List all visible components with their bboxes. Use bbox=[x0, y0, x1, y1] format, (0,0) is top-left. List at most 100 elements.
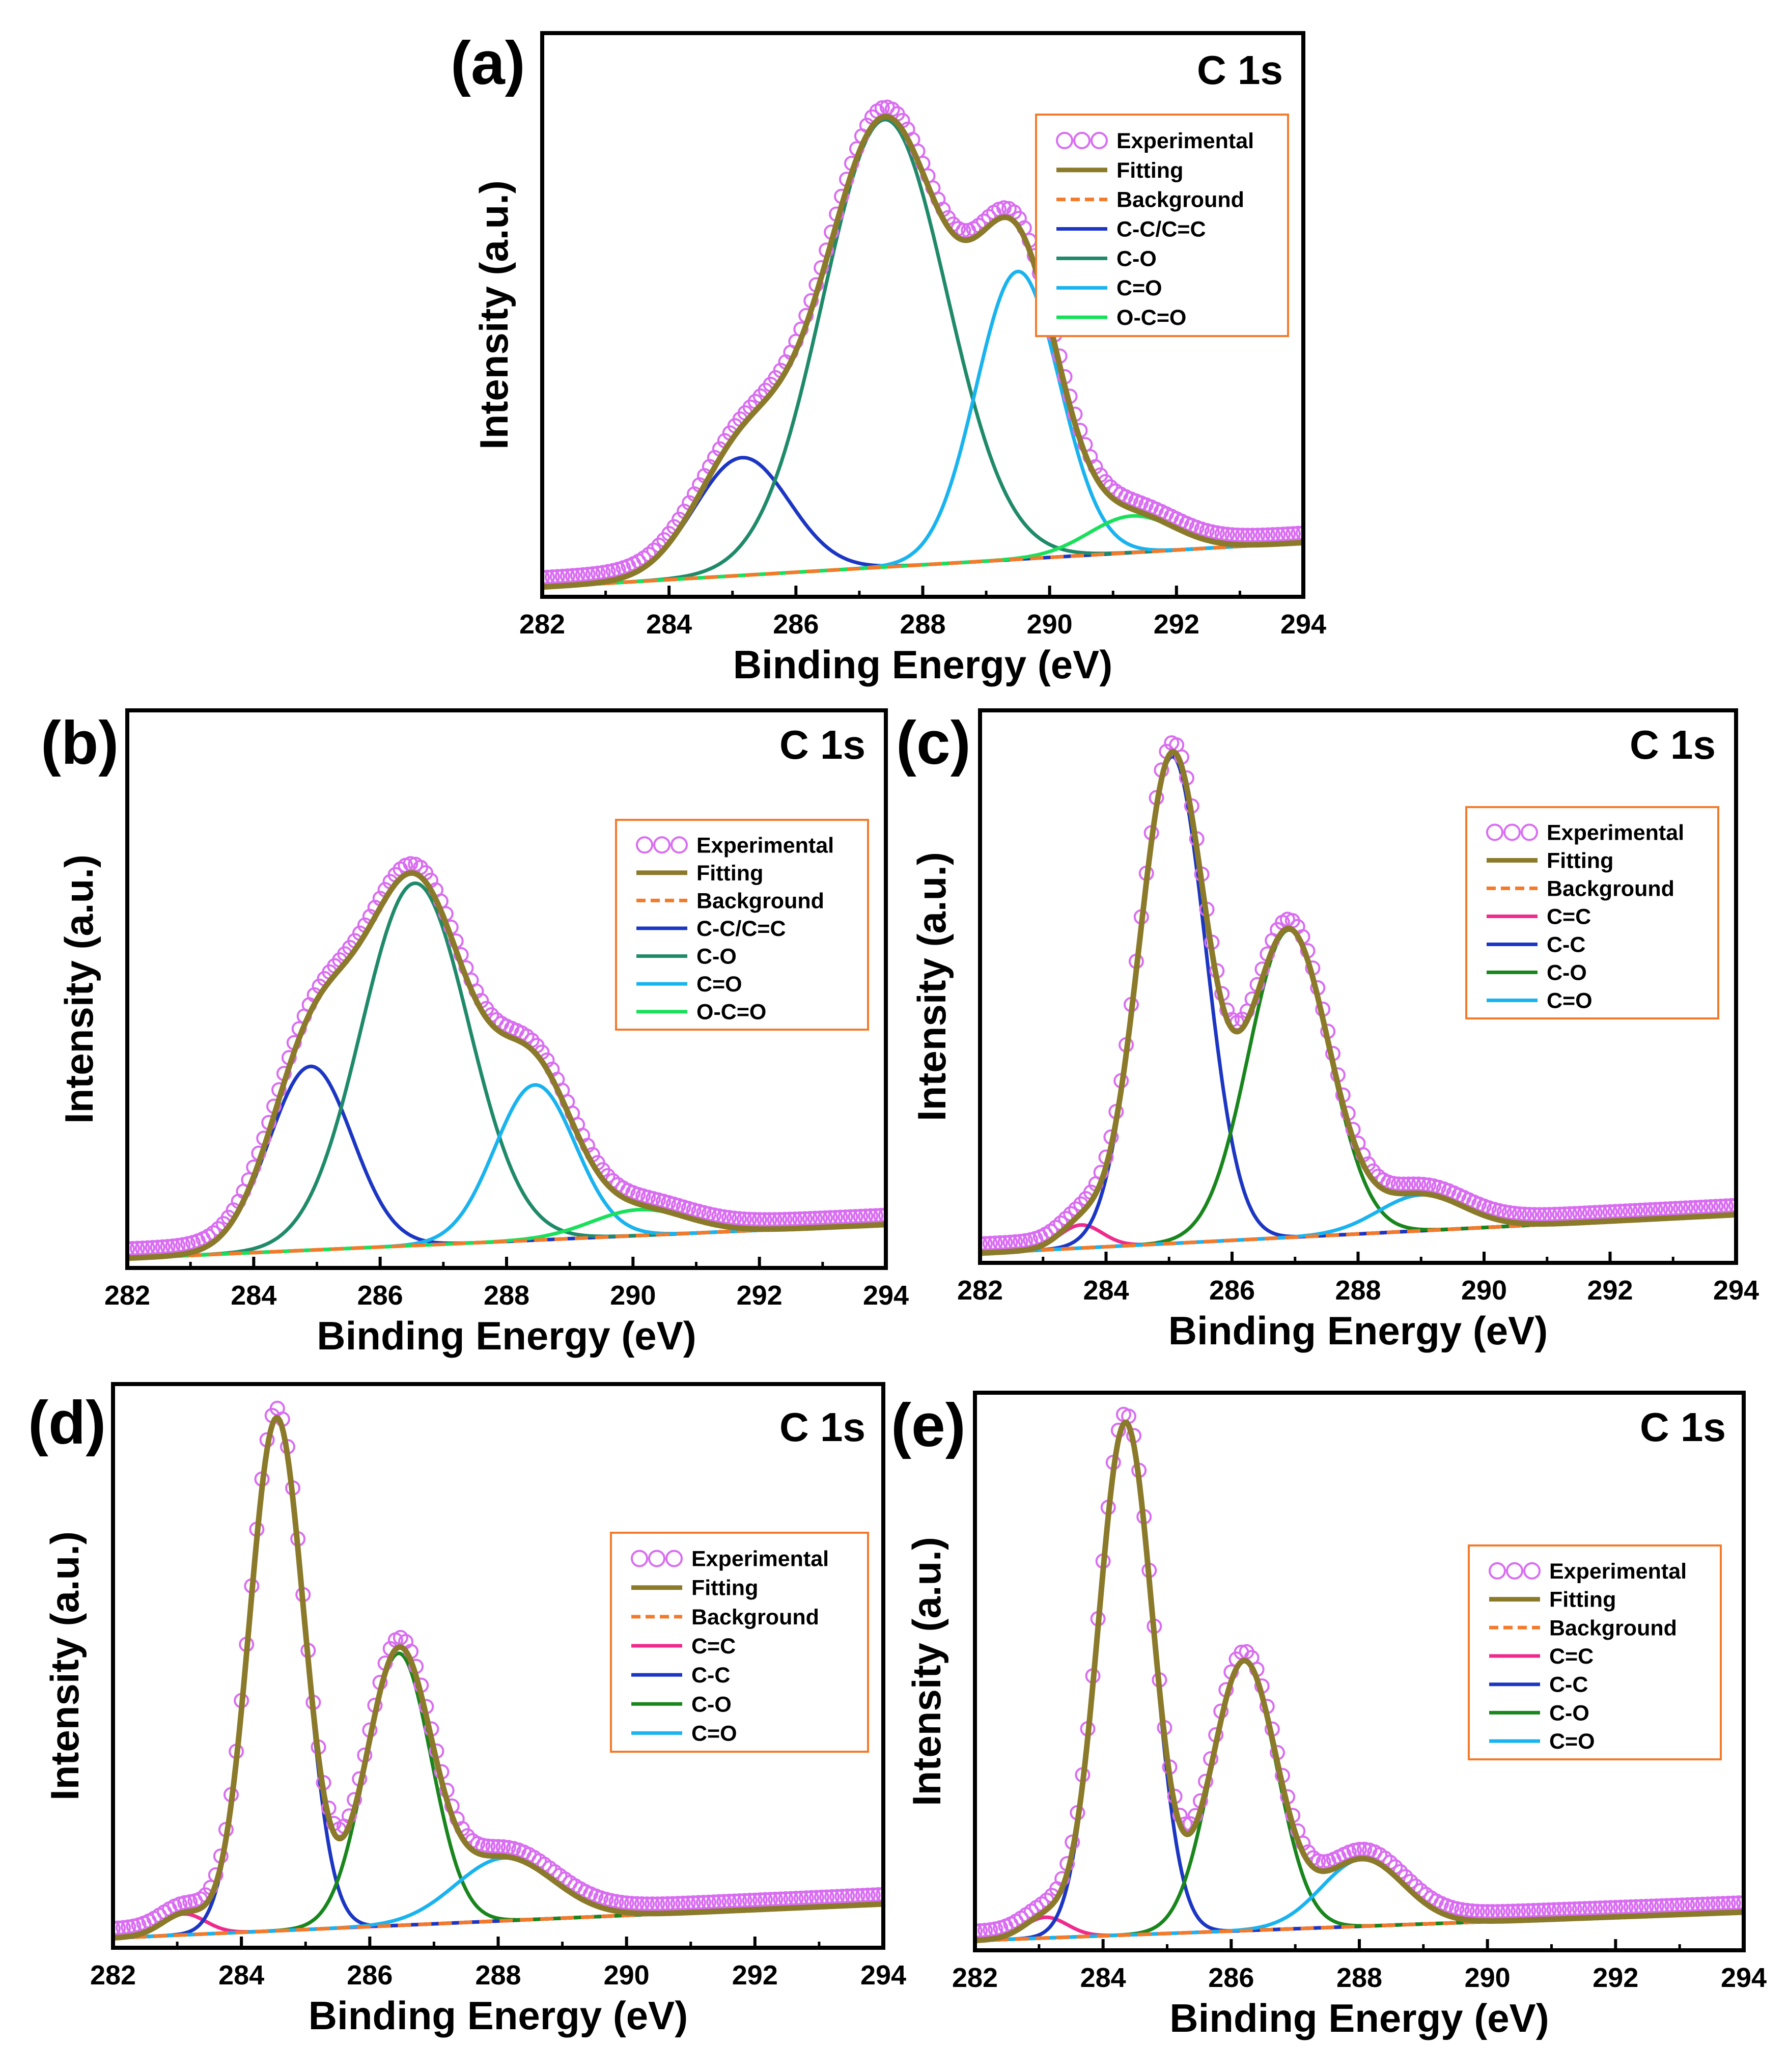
corner-label: C 1s bbox=[779, 1404, 865, 1450]
x-tick-label: 284 bbox=[231, 1280, 276, 1311]
y-axis-title: Intensity (a.u.) bbox=[909, 852, 954, 1121]
experimental-point bbox=[732, 1893, 747, 1909]
x-tick-label: 284 bbox=[646, 609, 692, 640]
legend-circle bbox=[665, 1550, 683, 1567]
experimental-point bbox=[1275, 527, 1291, 542]
experimental-point bbox=[129, 1241, 135, 1257]
x-tick-label: 286 bbox=[357, 1280, 403, 1311]
y-axis-title: Intensity (a.u.) bbox=[42, 1531, 87, 1801]
legend-label: Background bbox=[696, 889, 824, 913]
y-axis-title: Intensity (a.u.) bbox=[904, 1537, 949, 1806]
x-tick-label: 294 bbox=[1713, 1275, 1759, 1306]
experimental-point bbox=[544, 570, 550, 586]
legend-symbol bbox=[1056, 131, 1108, 149]
legend: Experimental Fitting Background C=C C-C C-O C=… bbox=[610, 1532, 869, 1753]
legend-label: C-C bbox=[1547, 933, 1585, 957]
background-line bbox=[544, 541, 1302, 589]
legend-circle bbox=[1503, 823, 1521, 841]
legend-circle bbox=[631, 1550, 648, 1567]
panel-label: (d) bbox=[28, 1389, 106, 1457]
legend-label: C=O bbox=[696, 972, 742, 997]
peak-c-o bbox=[976, 1857, 1742, 1943]
x-tick-label: 282 bbox=[104, 1280, 150, 1311]
chart-panel-d: 282 284 286 288 290 292 294 Binding Energy (eV)… bbox=[28, 1382, 906, 2038]
x-tick-label: 290 bbox=[604, 1960, 650, 1991]
fitting-envelope bbox=[544, 114, 1302, 590]
experimental-point bbox=[778, 1891, 794, 1907]
corner-label: C 1s bbox=[1630, 722, 1716, 767]
legend-label: C-O bbox=[1116, 246, 1157, 271]
x-tick-label: 288 bbox=[1335, 1275, 1381, 1306]
x-tick-label: 294 bbox=[860, 1960, 906, 1991]
legend-label: Background bbox=[691, 1605, 819, 1629]
panel-label: (e) bbox=[891, 1391, 966, 1459]
legend-label: C-O bbox=[1549, 1701, 1589, 1725]
x-axis-title: Binding Energy (eV) bbox=[309, 1993, 688, 2038]
x-tick-label: 286 bbox=[347, 1960, 393, 1991]
legend-label: C-C bbox=[1549, 1673, 1588, 1697]
experimental-point bbox=[549, 569, 565, 585]
experimental-point bbox=[115, 1921, 121, 1936]
experimental-point bbox=[808, 1890, 824, 1905]
x-tick-label: 288 bbox=[475, 1960, 521, 1991]
legend-label: Fitting bbox=[1549, 1588, 1616, 1612]
experimental-point bbox=[876, 1887, 882, 1902]
legend-symbol bbox=[1489, 1562, 1541, 1580]
experimental-point bbox=[976, 1923, 983, 1939]
y-axis-title: Intensity (a.u.) bbox=[471, 180, 516, 450]
legend-label: C=C bbox=[691, 1634, 736, 1659]
experimental-point bbox=[737, 1893, 752, 1909]
experimental-point bbox=[773, 1891, 789, 1907]
legend-label: C=O bbox=[1547, 989, 1593, 1013]
x-tick-label: 286 bbox=[773, 609, 819, 640]
corner-label: C 1s bbox=[1640, 1404, 1726, 1450]
legend-label: Background bbox=[1549, 1616, 1677, 1640]
experimental-point bbox=[711, 1894, 727, 1910]
panel-label: (a) bbox=[451, 29, 525, 97]
peak-c-o bbox=[129, 1083, 884, 1260]
x-tick-label: 290 bbox=[1461, 1275, 1507, 1306]
x-tick-label: 290 bbox=[1027, 609, 1073, 640]
legend-box bbox=[1465, 806, 1719, 1019]
experimental-point bbox=[490, 1839, 506, 1855]
x-tick-label: 284 bbox=[218, 1960, 264, 1991]
x-tick-label: 282 bbox=[519, 609, 565, 640]
x-tick-label: 286 bbox=[1209, 1275, 1255, 1306]
fitting-envelope bbox=[976, 1419, 1742, 1944]
experimental-point bbox=[834, 1889, 850, 1904]
plot-area bbox=[976, 1406, 1742, 1944]
legend-label: Fitting bbox=[691, 1576, 758, 1600]
peak-c-o bbox=[115, 1856, 882, 1940]
chart-panel-c: 282 284 286 288 290 292 294 Binding Energy (eV)… bbox=[896, 708, 1759, 1353]
x-tick-label: 282 bbox=[952, 1963, 998, 1993]
experimental-point bbox=[1219, 527, 1235, 542]
legend-box bbox=[615, 819, 869, 1031]
legend-label: Background bbox=[1547, 877, 1674, 901]
legend-circle bbox=[1486, 823, 1503, 841]
legend-label: C-O bbox=[691, 1692, 732, 1717]
x-tick-label: 288 bbox=[1336, 1963, 1382, 1993]
legend-symbol bbox=[631, 1550, 683, 1567]
experimental-point bbox=[650, 1896, 665, 1912]
legend-label: C-O bbox=[696, 945, 737, 969]
experimental-point bbox=[878, 1207, 884, 1223]
legend-symbol bbox=[636, 836, 688, 854]
x-tick-label: 294 bbox=[1721, 1963, 1767, 1993]
legend: Experimental Fitting Background C=C C-C C-O C=… bbox=[1468, 1544, 1722, 1760]
x-axis-title: Binding Energy (eV) bbox=[317, 1313, 696, 1358]
legend: Experimental Fitting Background C=C C-C C-O C=… bbox=[1465, 806, 1719, 1019]
legend-label: O-C=O bbox=[1116, 306, 1186, 330]
legend-circle bbox=[653, 836, 670, 854]
x-tick-label: 284 bbox=[1083, 1275, 1129, 1306]
experimental-point bbox=[1235, 528, 1250, 543]
x-axis-title: Binding Energy (eV) bbox=[1169, 1996, 1549, 2040]
peak-c-o bbox=[982, 1193, 1735, 1255]
experimental-point bbox=[1296, 526, 1302, 541]
legend-label: C-C bbox=[691, 1663, 730, 1688]
legend-circle bbox=[1521, 823, 1538, 841]
legend-circle bbox=[1489, 1562, 1506, 1580]
legend-label: Experimental bbox=[696, 833, 834, 858]
x-tick-label: 284 bbox=[1080, 1963, 1126, 1993]
legend-label: C-C/C=C bbox=[1116, 217, 1206, 242]
